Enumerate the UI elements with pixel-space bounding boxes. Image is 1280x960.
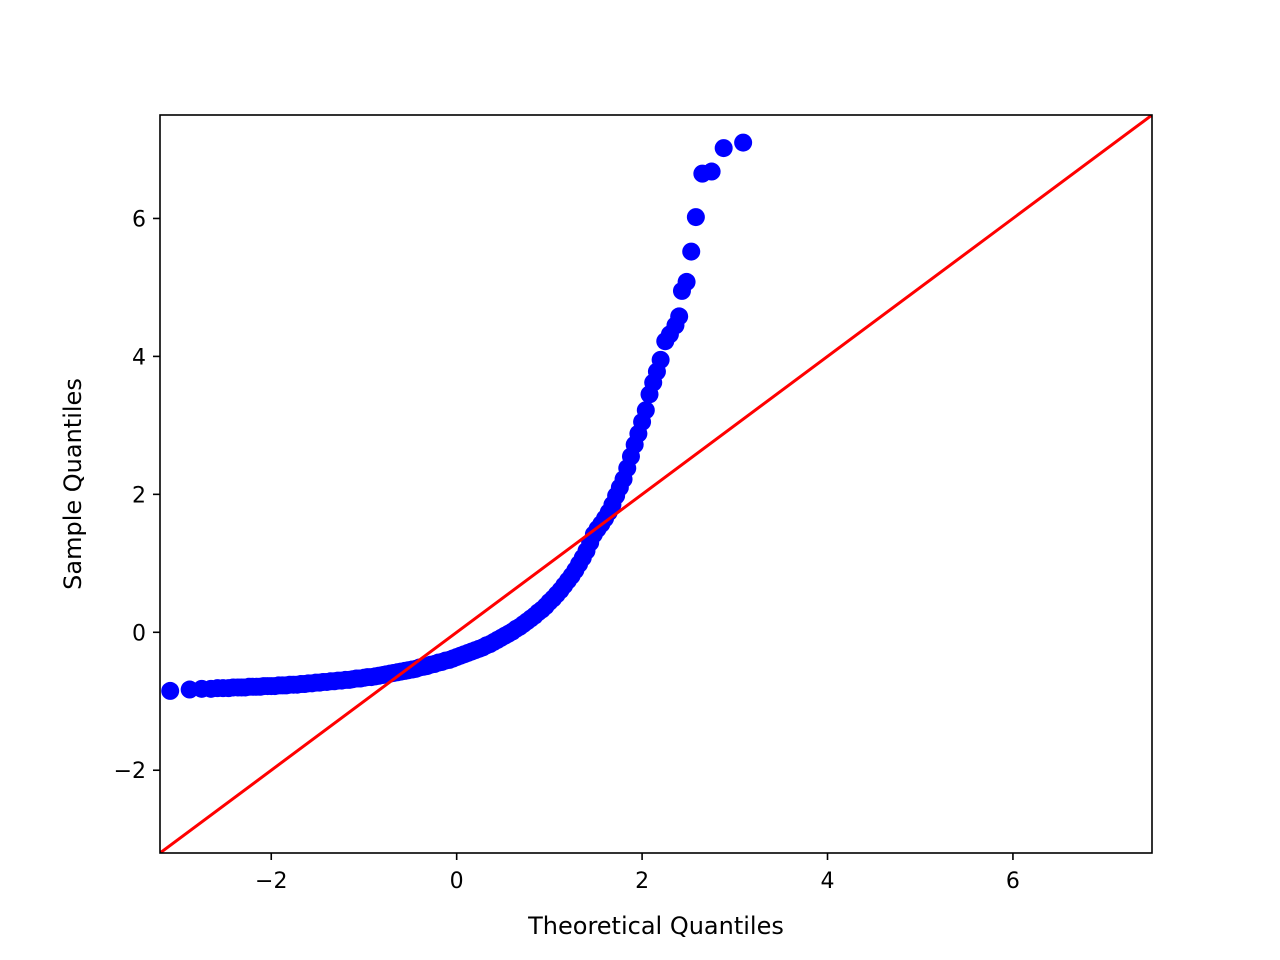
plot-frame <box>159 114 1153 854</box>
x-axis-label: Theoretical Quantiles <box>527 912 784 940</box>
x-axis-ticks: −2 0 2 4 6 <box>255 853 1020 894</box>
y-tick-label: −2 <box>114 759 146 784</box>
reference-line <box>160 115 1152 853</box>
x-tick-label: −2 <box>255 869 287 894</box>
y-tick-label: 6 <box>132 207 146 232</box>
x-tick-label: 6 <box>1006 869 1020 894</box>
y-tick-label: 2 <box>132 483 146 508</box>
y-tick-label: 0 <box>132 621 146 646</box>
data-point <box>686 208 705 227</box>
x-tick-label: 0 <box>450 869 464 894</box>
x-tick-label: 2 <box>635 869 649 894</box>
data-point <box>702 162 721 181</box>
data-point <box>636 401 655 420</box>
data-point <box>714 139 733 158</box>
y-axis-ticks: −2 0 2 4 6 <box>114 207 160 784</box>
x-tick-label: 4 <box>821 869 835 894</box>
data-point <box>670 307 689 326</box>
y-tick-label: 4 <box>132 345 146 370</box>
data-point <box>651 350 670 369</box>
data-points <box>161 133 753 700</box>
y-axis-label: Sample Quantiles <box>59 378 87 590</box>
data-point <box>734 133 753 152</box>
data-point <box>677 272 696 291</box>
data-point <box>682 242 701 261</box>
data-point <box>161 681 180 700</box>
